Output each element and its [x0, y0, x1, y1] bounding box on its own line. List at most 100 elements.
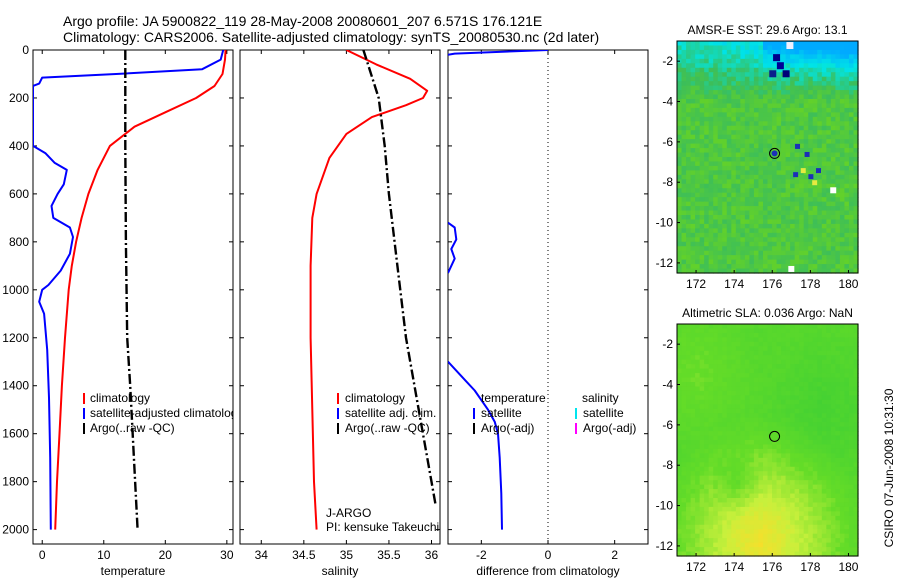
- map-cell: [681, 426, 687, 432]
- map-cell: [821, 228, 827, 234]
- map-cell: [690, 90, 696, 96]
- map-cell: [695, 165, 701, 171]
- map-cell: [699, 498, 705, 504]
- map-cell: [812, 466, 818, 472]
- map-cell: [794, 72, 800, 78]
- map-cell: [812, 206, 818, 212]
- map-cell: [744, 94, 751, 100]
- map-cell: [704, 466, 710, 472]
- map-cell: [681, 422, 687, 428]
- map-cell: [839, 72, 846, 78]
- map-cell: [839, 228, 846, 234]
- map-cell: [708, 165, 714, 171]
- map-cell: [713, 484, 719, 490]
- map-cell: [817, 431, 823, 437]
- map-cell: [713, 246, 719, 252]
- map-cell: [848, 448, 855, 454]
- map-cell: [808, 399, 814, 405]
- map-cell: [695, 134, 701, 140]
- map-cell: [704, 241, 710, 247]
- map-cell: [794, 542, 800, 548]
- map-cell: [708, 255, 714, 261]
- map-cell: [817, 49, 823, 55]
- map-cell: [740, 228, 746, 234]
- map-cell: [753, 324, 760, 330]
- map-cell: [690, 350, 696, 356]
- map-cell: [758, 426, 764, 432]
- sst-missing-cell: [788, 265, 795, 272]
- map-cell: [812, 259, 818, 265]
- map-cell: [717, 107, 723, 113]
- map-cell: [749, 506, 755, 512]
- map-cell: [794, 324, 800, 330]
- map-cell: [744, 210, 751, 216]
- map-cell: [717, 170, 723, 176]
- map-cell: [817, 506, 823, 512]
- map-cell: [812, 58, 818, 64]
- map-cell: [848, 480, 855, 486]
- map-cell: [835, 121, 841, 127]
- map-cell: [749, 76, 755, 82]
- map-cell: [853, 183, 859, 189]
- map-cell: [835, 255, 841, 261]
- map-cell: [758, 484, 764, 490]
- map-cell: [844, 520, 850, 526]
- map-cell: [799, 471, 805, 477]
- map-cell: [835, 440, 841, 446]
- map-cell: [744, 72, 751, 78]
- map-cell: [713, 466, 719, 472]
- map-cell: [699, 435, 705, 441]
- map-cell: [753, 125, 760, 131]
- map-cell: [794, 250, 800, 256]
- map-cell: [830, 515, 836, 521]
- map-cell: [839, 188, 846, 194]
- map-cell: [686, 529, 692, 535]
- map-cell: [835, 520, 841, 526]
- map-cell: [740, 63, 746, 69]
- map-cell: [853, 152, 859, 158]
- map-cell: [726, 462, 732, 468]
- map-cell: [735, 337, 741, 343]
- map-cell: [776, 192, 782, 198]
- map-cell: [722, 134, 728, 140]
- map-cell: [749, 332, 755, 338]
- map-cell: [830, 493, 836, 499]
- map-cell: [826, 255, 832, 261]
- map-cell: [844, 197, 850, 203]
- map-cell: [713, 533, 719, 539]
- map-cell: [735, 453, 741, 459]
- map-cell: [677, 241, 683, 247]
- map-cell: [821, 148, 827, 154]
- map-cell: [695, 76, 701, 82]
- map-cell: [744, 67, 751, 73]
- map-cell: [839, 157, 846, 163]
- map-cell: [808, 524, 814, 530]
- map-cell: [844, 332, 850, 338]
- map-cell: [844, 232, 850, 238]
- map-cell: [699, 426, 705, 432]
- map-cell: [799, 359, 805, 365]
- map-cell: [713, 448, 719, 454]
- map-cell: [812, 215, 818, 221]
- map-cell: [790, 116, 796, 122]
- map-cell: [717, 466, 723, 472]
- map-cell: [790, 364, 796, 370]
- map-cell: [781, 103, 787, 109]
- map-cell: [790, 373, 796, 379]
- map-cell: [821, 58, 827, 64]
- map-cell: [744, 390, 751, 396]
- map-cell: [726, 551, 732, 557]
- map-cell: [735, 408, 741, 414]
- map-cell: [681, 85, 687, 91]
- map-cell: [799, 259, 805, 265]
- map-cell: [835, 341, 841, 347]
- map-cell: [790, 157, 796, 163]
- map-cell: [839, 511, 846, 517]
- map-cell: [686, 466, 692, 472]
- map-cell: [753, 444, 760, 450]
- map-cell: [713, 67, 719, 73]
- map-cell: [799, 112, 805, 118]
- map-cell: [735, 183, 741, 189]
- map-cell: [803, 76, 809, 82]
- map-cell: [762, 373, 769, 379]
